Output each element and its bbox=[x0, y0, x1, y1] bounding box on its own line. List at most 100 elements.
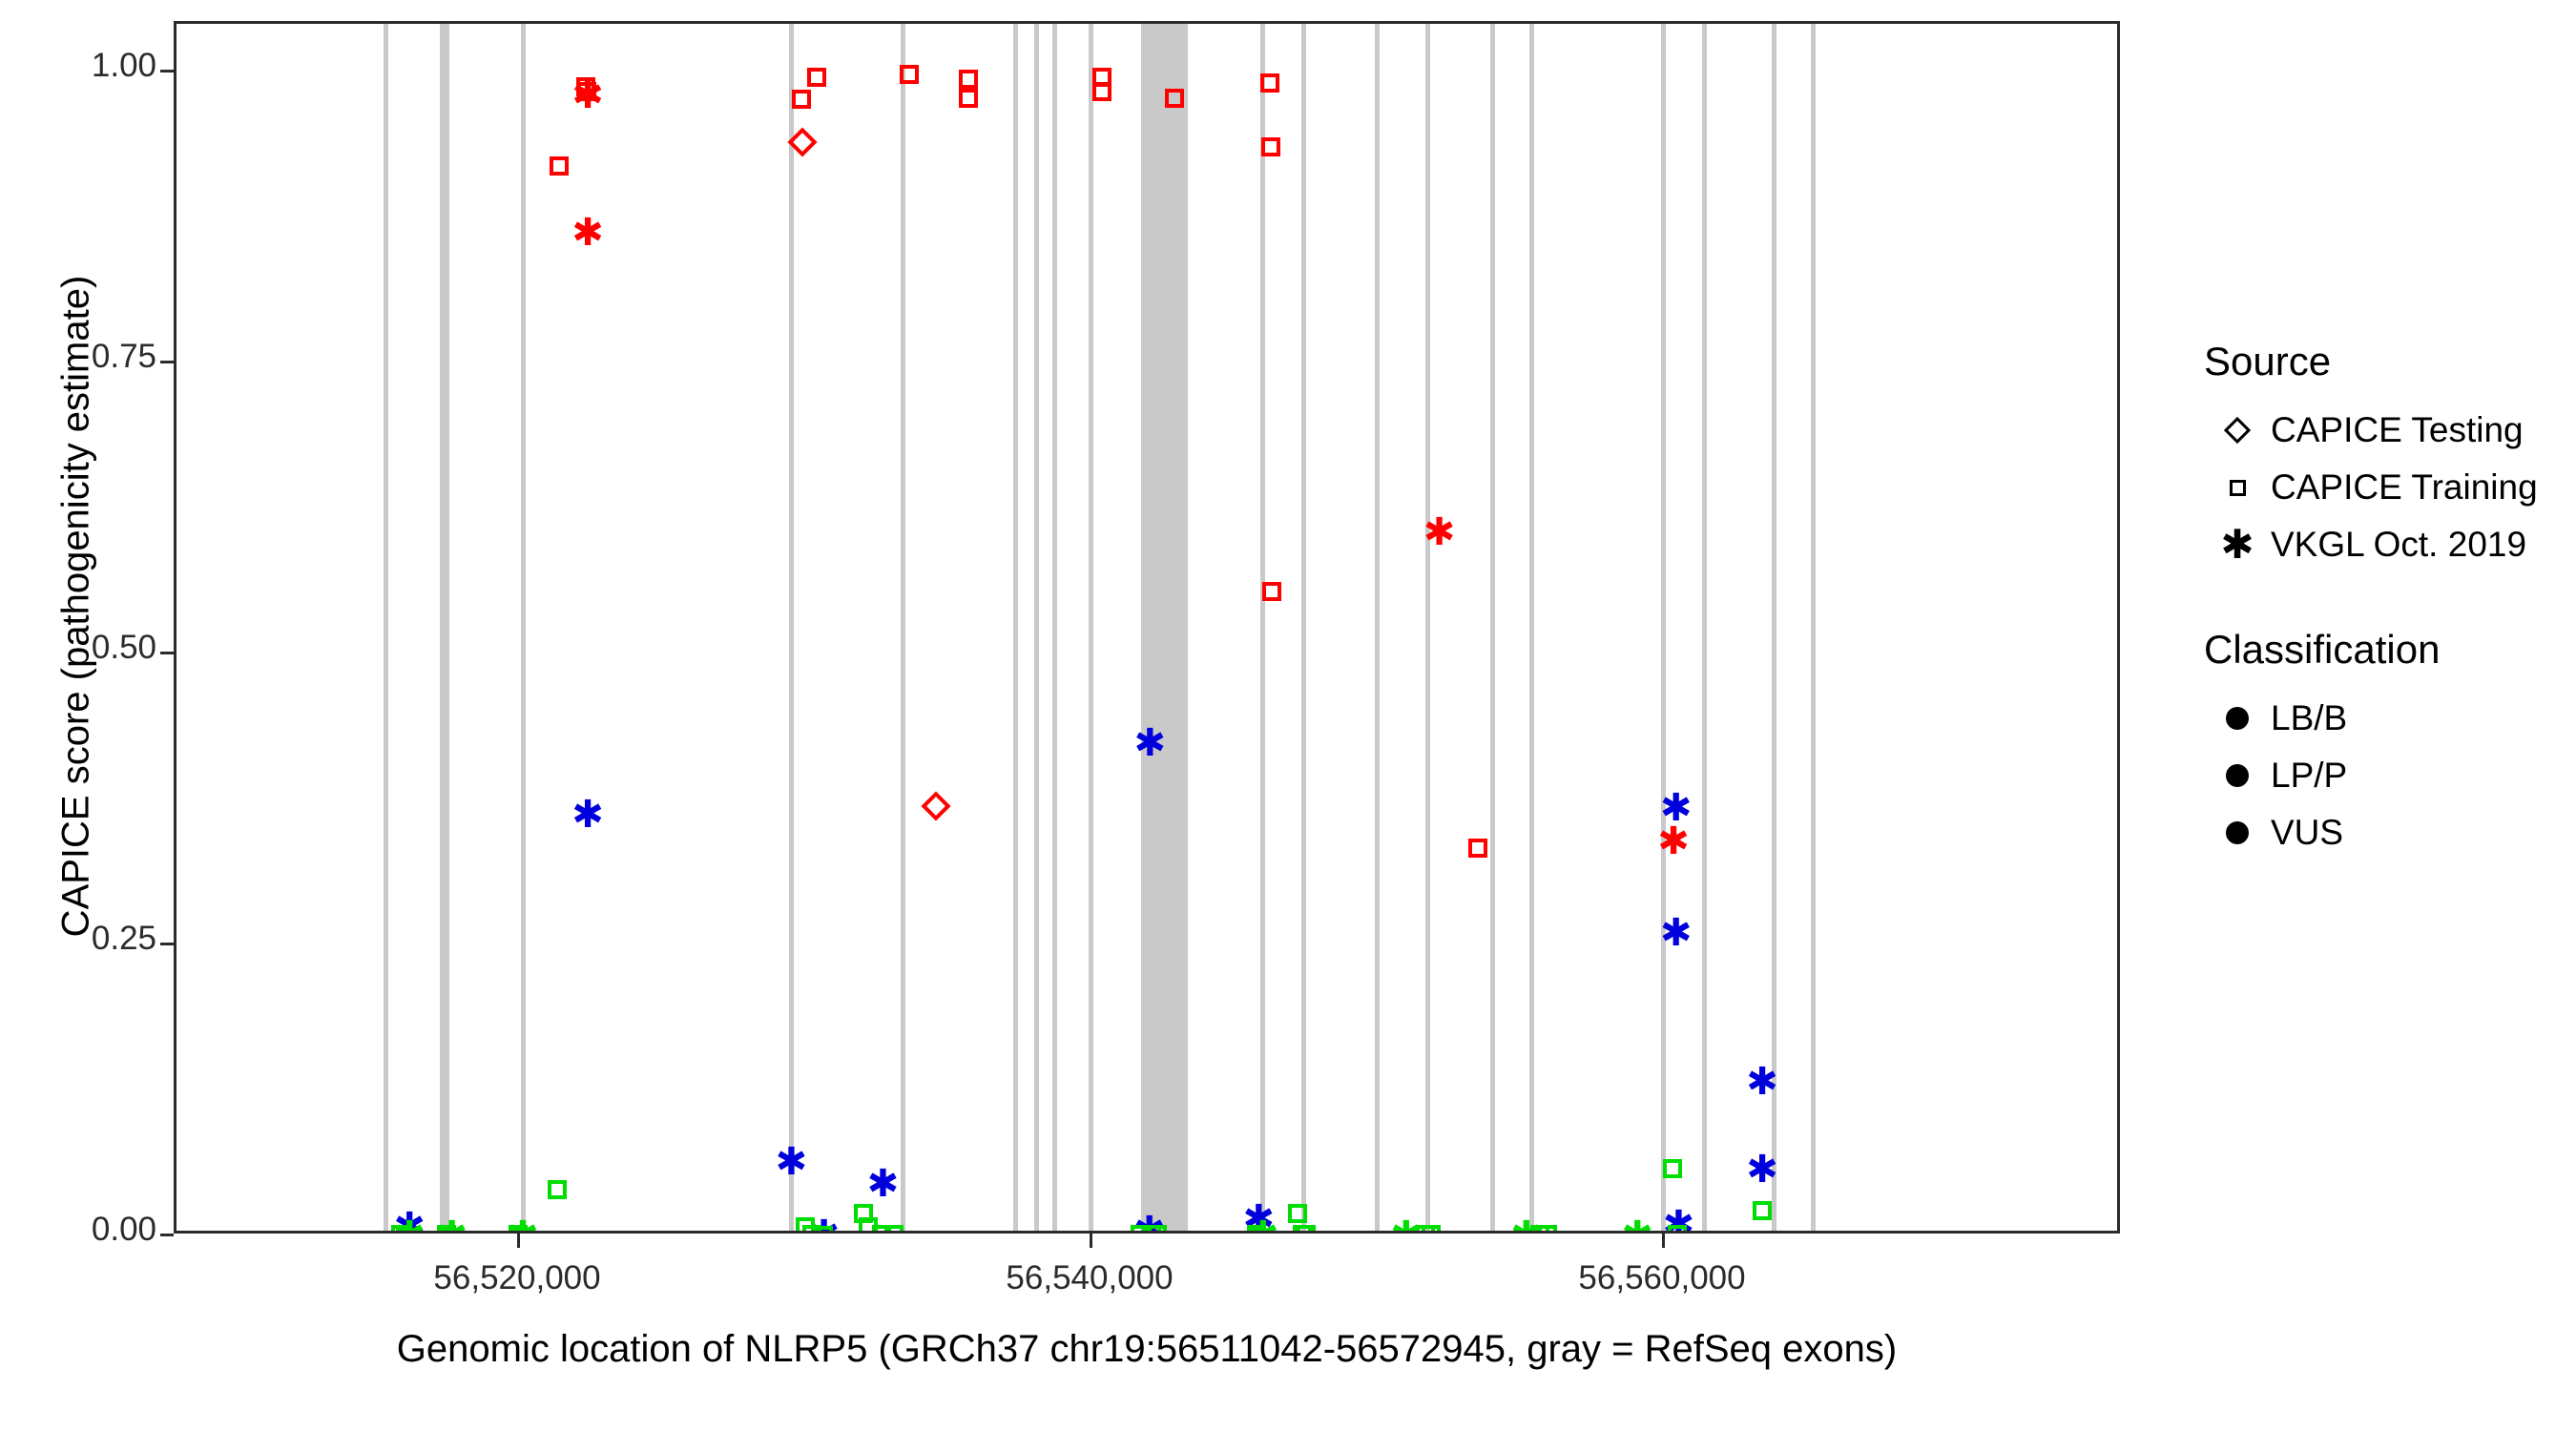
legend-title-classification: Classification bbox=[2204, 627, 2441, 672]
x-tick-label: 56,560,000 bbox=[1578, 1259, 1746, 1296]
data-point bbox=[859, 1217, 879, 1231]
exon-band bbox=[901, 24, 905, 1231]
exon-band bbox=[1772, 24, 1777, 1231]
y-tick-label: 1.00 bbox=[91, 47, 156, 84]
legend-label: CAPICE Testing bbox=[2271, 410, 2524, 449]
exon-band bbox=[440, 24, 449, 1231]
exon-band bbox=[1374, 24, 1380, 1231]
legend-item-lpp[interactable]: LP/P bbox=[2204, 747, 2566, 804]
data-point bbox=[795, 1217, 815, 1231]
x-tick bbox=[517, 1234, 520, 1248]
exon-band bbox=[1089, 24, 1094, 1231]
x-tick bbox=[1662, 1234, 1665, 1248]
legend-item-capice-testing[interactable]: CAPICE Testing bbox=[2204, 402, 2566, 459]
plot-area: ✱✱✱✱✱✱✱✱✱✱✱✱✱✱✱✱✱✱✱✱✱✱✱✱ bbox=[177, 24, 2117, 1231]
exon-band bbox=[1490, 24, 1495, 1231]
exon-band bbox=[1528, 24, 1534, 1231]
plot-panel: ✱✱✱✱✱✱✱✱✱✱✱✱✱✱✱✱✱✱✱✱✱✱✱✱ bbox=[174, 21, 2120, 1234]
data-point bbox=[1753, 1201, 1772, 1221]
data-point bbox=[576, 81, 596, 101]
data-point bbox=[1297, 1224, 1317, 1231]
y-tick-label: 0.25 bbox=[91, 920, 156, 957]
legend-label: CAPICE Training bbox=[2271, 467, 2538, 507]
data-point: ✱ bbox=[571, 211, 604, 256]
data-point bbox=[813, 1225, 833, 1231]
y-tick bbox=[160, 361, 174, 363]
legend-label: LB/B bbox=[2271, 698, 2348, 737]
data-point: ✱ bbox=[571, 73, 604, 118]
exon-band bbox=[1012, 24, 1018, 1231]
data-point bbox=[1538, 1224, 1557, 1231]
legend-label: VUS bbox=[2271, 813, 2344, 852]
legend-label: LP/P bbox=[2271, 756, 2348, 795]
x-tick bbox=[1090, 1234, 1092, 1248]
dot-icon bbox=[2204, 821, 2271, 844]
data-point: ✱ bbox=[1662, 1202, 1695, 1231]
data-point bbox=[959, 88, 979, 108]
y-tick-label: 0.00 bbox=[91, 1211, 156, 1248]
y-tick bbox=[160, 1234, 174, 1236]
exon-band bbox=[1811, 24, 1816, 1231]
square-icon bbox=[2204, 479, 2271, 496]
x-tick-label: 56,520,000 bbox=[433, 1259, 601, 1296]
data-point bbox=[921, 791, 951, 821]
data-point: ✱ bbox=[866, 1162, 900, 1207]
exon-band bbox=[1661, 24, 1667, 1231]
exon-band bbox=[1033, 24, 1039, 1231]
data-point: ✱ bbox=[571, 793, 604, 838]
legend-item-capice-training[interactable]: CAPICE Training bbox=[2204, 459, 2566, 516]
exon-band bbox=[1052, 24, 1057, 1231]
data-point: ✱ bbox=[1510, 1216, 1543, 1231]
data-point bbox=[1421, 1224, 1441, 1231]
asterisk-icon: ✱ bbox=[2220, 521, 2254, 568]
data-point bbox=[1091, 67, 1111, 87]
exon-band bbox=[789, 24, 794, 1231]
data-point bbox=[958, 70, 978, 90]
legend-item-lbb[interactable]: LB/B bbox=[2204, 690, 2566, 747]
data-point bbox=[1091, 81, 1111, 101]
legend-item-vkgl[interactable]: ✱ VKGL Oct. 2019 bbox=[2204, 516, 2566, 573]
exon-band bbox=[521, 24, 527, 1231]
diamond-icon bbox=[2204, 416, 2271, 445]
y-tick bbox=[160, 652, 174, 654]
data-point bbox=[1467, 838, 1487, 858]
exon-band bbox=[1702, 24, 1707, 1231]
y-tick-label: 0.75 bbox=[91, 338, 156, 375]
data-point: ✱ bbox=[1746, 1059, 1778, 1104]
data-point: ✱ bbox=[1746, 1148, 1778, 1192]
y-tick bbox=[160, 70, 174, 73]
exon-band bbox=[1141, 24, 1188, 1231]
data-point bbox=[547, 1180, 567, 1200]
data-point bbox=[872, 1224, 892, 1231]
data-point bbox=[1663, 1159, 1683, 1179]
legend-group-source: Source CAPICE Testing CAPICE Training ✱ … bbox=[2204, 339, 2566, 573]
data-point bbox=[806, 67, 826, 87]
legend-item-vus[interactable]: VUS bbox=[2204, 804, 2566, 861]
exon-band bbox=[1301, 24, 1306, 1231]
data-point: ✱ bbox=[393, 1205, 426, 1231]
data-point bbox=[575, 76, 595, 96]
data-point: ✱ bbox=[1242, 1196, 1276, 1231]
data-point: ✱ bbox=[1621, 1216, 1653, 1231]
x-axis-label: Genomic location of NLRP5 (GRCh37 chr19:… bbox=[396, 1328, 1898, 1370]
data-point bbox=[791, 90, 811, 110]
legend: Source CAPICE Testing CAPICE Training ✱ … bbox=[2204, 339, 2566, 915]
data-point: ✱ bbox=[393, 1216, 426, 1231]
y-tick-label: 0.50 bbox=[91, 629, 156, 666]
data-point bbox=[853, 1203, 873, 1223]
legend-group-classification: Classification LB/B LP/P VUS bbox=[2204, 627, 2566, 861]
exon-band bbox=[384, 24, 389, 1231]
dot-icon bbox=[2204, 707, 2271, 730]
data-point: ✱ bbox=[1390, 1216, 1423, 1231]
data-point bbox=[1667, 1224, 1687, 1231]
y-tick bbox=[160, 943, 174, 945]
legend-title-source: Source bbox=[2204, 339, 2332, 384]
exon-band bbox=[1425, 24, 1431, 1231]
dot-icon bbox=[2204, 764, 2271, 787]
exon-band bbox=[1260, 24, 1266, 1231]
data-point bbox=[802, 1224, 822, 1231]
data-point bbox=[549, 156, 569, 176]
data-point: ✱ bbox=[808, 1215, 841, 1231]
data-point bbox=[390, 1224, 410, 1231]
